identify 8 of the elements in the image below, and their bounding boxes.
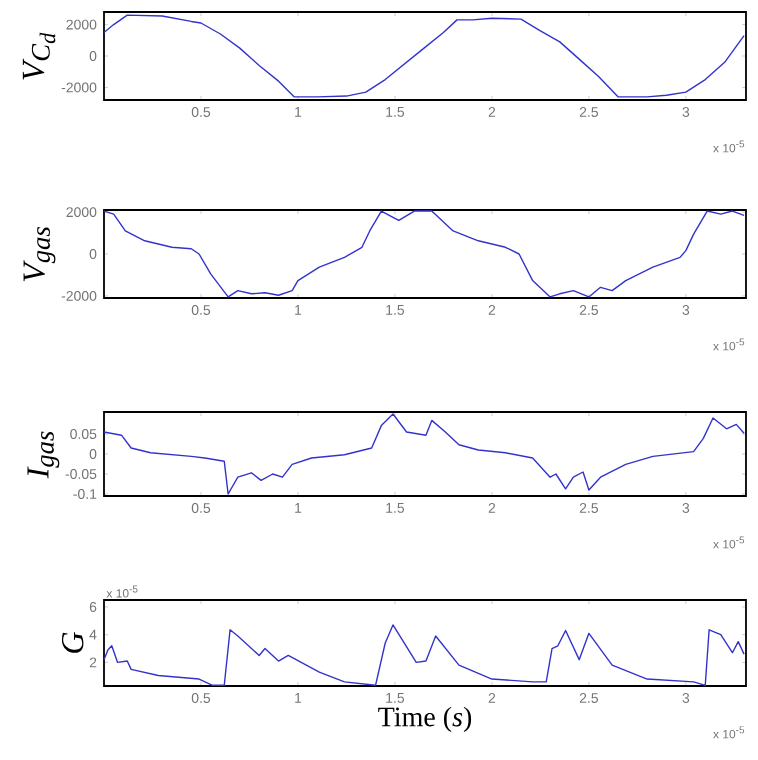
line-series [103, 624, 745, 686]
y-axis-title: $G$ [61, 632, 84, 653]
x-axis-title: Time (s) [378, 706, 472, 733]
y-axis-title: $V_{C_d}$ [22, 32, 56, 80]
y-axis-title: $I_{gas}$ [27, 431, 60, 479]
line-series [103, 413, 745, 495]
y-axis-title: $V_{gas}$ [23, 227, 56, 282]
line-series [103, 210, 745, 298]
